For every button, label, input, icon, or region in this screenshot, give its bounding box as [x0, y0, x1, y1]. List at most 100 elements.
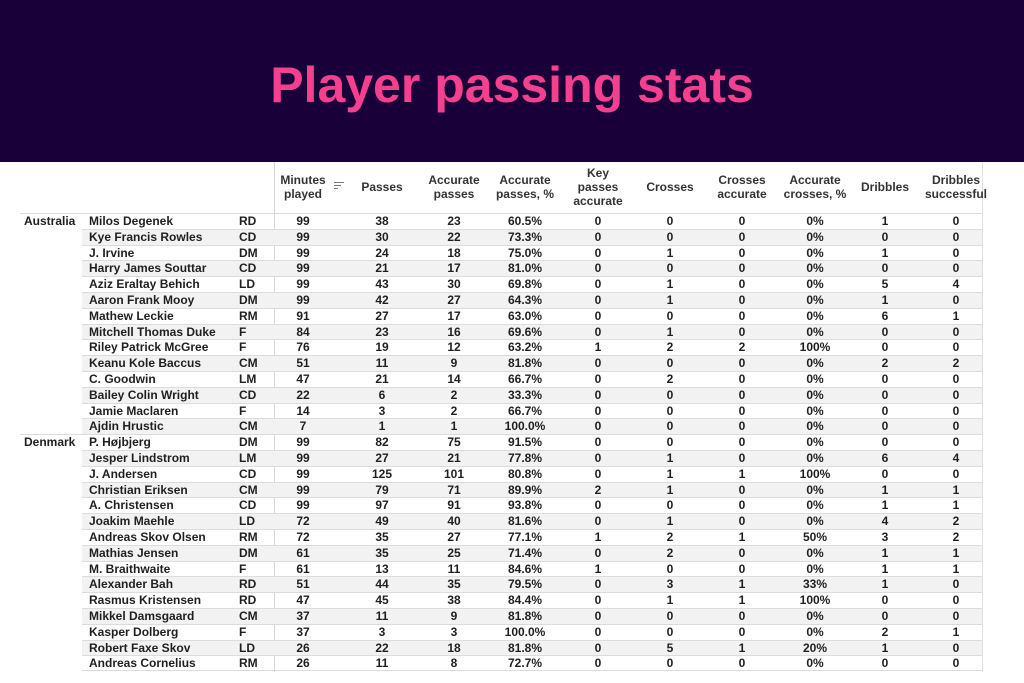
stat-cell: 1 — [666, 466, 674, 481]
table-row[interactable]: M. Braithwaite F 61 13 11 84.6% 1 0 0 0% 1 1 — [82, 560, 982, 577]
column-header-key-passes-accurate[interactable]: Key passes accurate — [573, 166, 623, 208]
stat-cell: 0 — [952, 466, 960, 481]
stat-cell: 11 — [447, 561, 461, 576]
stat-cell: 81.0% — [507, 261, 543, 276]
stat-cell: 99 — [296, 435, 310, 450]
stat-cell: 2 — [666, 340, 674, 355]
stat-cell: 0 — [738, 356, 746, 371]
stat-cell: 0 — [594, 308, 602, 323]
stat-cell: 21 — [375, 372, 389, 386]
table-row[interactable]: Aziz Eraltay Behich LD 99 43 30 69.8% 0 1 0 0% 5 4 — [82, 276, 982, 292]
stat-cell: 33% — [802, 577, 828, 592]
table-row[interactable]: Christian Eriksen CM 99 79 71 89.9% 2 1 0 0% 1 1 — [82, 481, 982, 498]
table-row[interactable]: Ajdin Hrustic CM 7 1 1 100.0% 0 0 0 0% 0 0 — [82, 418, 982, 435]
stat-cell: 4 — [881, 514, 889, 529]
table-row[interactable]: Mitchell Thomas Duke F 84 23 16 69.6% 0 1 0 0% 0 0 — [82, 323, 982, 340]
stat-cell: 0% — [806, 545, 824, 560]
stat-cell: 4 — [952, 277, 960, 292]
table-row[interactable]: Mathias Jensen DM 61 35 25 71.4% 0 2 0 0% 1 1 — [82, 544, 982, 561]
player-name: Jesper Lindstrom — [89, 451, 190, 465]
table-row[interactable]: Kasper Dolberg F 37 3 3 100.0% 0 0 0 0% 2 1 — [82, 623, 982, 640]
table-row[interactable]: Bailey Colin Wright CD 22 6 2 33.3% 0 0 0 0% 0 0 — [82, 386, 982, 403]
table-row[interactable]: Keanu Kole Baccus CM 51 11 9 81.8% 0 0 0 0% 2 2 — [82, 355, 982, 371]
stat-cell: 63.0% — [507, 308, 543, 323]
stat-cell: 11 — [375, 356, 389, 371]
stat-cell: 17 — [447, 308, 461, 323]
sort-descending-icon[interactable] — [334, 182, 344, 192]
table-row[interactable]: Jamie Maclaren F 14 3 2 66.7% 0 0 0 0% 0 0 — [82, 402, 982, 419]
stat-cell: 0 — [594, 214, 602, 228]
stat-cell: 3 — [666, 577, 674, 592]
stat-cell: 125 — [371, 466, 393, 481]
stat-cell: 82 — [375, 435, 389, 450]
stat-cell: 100% — [799, 593, 831, 608]
stat-cell: 0% — [806, 308, 824, 323]
stat-cell: 0 — [881, 609, 889, 623]
column-header-crosses-accurate[interactable]: Crosses accurate — [717, 173, 767, 201]
table-row[interactable]: Robert Faxe Skov LD 26 22 18 81.8% 0 5 1 20% 1 0 — [82, 639, 982, 656]
stat-cell: 84.4% — [507, 593, 543, 608]
stat-cell: 0 — [881, 656, 889, 671]
column-header-dribbles[interactable]: Dribbles — [860, 180, 909, 194]
table-row[interactable]: Harry James Souttar CD 99 21 17 81.0% 0 0 0 0% 0 0 — [82, 260, 982, 277]
stat-cell: 99 — [296, 245, 310, 260]
table-row[interactable]: Jesper Lindstrom LM 99 27 21 77.8% 0 1 0 0% 6 4 — [82, 450, 982, 466]
table-row[interactable]: A. Christensen CD 99 97 91 93.8% 0 0 0 0% 1 1 — [82, 497, 982, 513]
stat-cell: 18 — [447, 245, 461, 260]
column-header-crosses[interactable]: Crosses — [646, 180, 694, 194]
stat-cell: 44 — [375, 577, 389, 592]
stat-cell: 38 — [375, 214, 389, 228]
stat-cell: 80.8% — [507, 466, 543, 481]
column-header-minutes-played[interactable]: Minutes played — [280, 173, 326, 201]
table-row[interactable]: Andreas Skov Olsen RM 72 35 27 77.1% 1 2 1 50% 3 2 — [82, 529, 982, 545]
table-row[interactable]: Rasmus Kristensen RD 47 45 38 84.4% 0 1 1 100% 0 0 — [82, 592, 982, 608]
column-header-dribbles-successful[interactable]: Dribbles successful — [924, 173, 988, 201]
table-row[interactable]: C. Goodwin LM 47 21 14 66.7% 0 2 0 0% 0 0 — [82, 371, 982, 387]
stat-cell: 0% — [806, 624, 824, 639]
table-row[interactable]: Joakim Maehle LD 72 49 40 81.6% 0 1 0 0% 4 2 — [82, 513, 982, 529]
table-header: Minutes played Passes Accurate passes Accur… — [0, 162, 1024, 212]
stat-cell: 0 — [666, 387, 674, 402]
stat-cell: 72.7% — [507, 656, 543, 671]
stat-cell: 0 — [666, 214, 674, 228]
stat-cell: 0 — [738, 308, 746, 323]
table-row[interactable]: Mikkel Damsgaard CM 37 11 9 81.8% 0 0 0 0% 0 0 — [82, 608, 982, 624]
stat-cell: 1 — [666, 293, 674, 307]
stat-cell: 47 — [296, 593, 310, 608]
column-header-accurate-passes[interactable]: Accurate passes — [428, 173, 480, 201]
column-header-accurate-crosses[interactable]: Accurate crosses, % — [783, 173, 847, 201]
table-row[interactable]: J. Andersen CD 99 125 101 80.8% 0 1 1 100% 0 0 — [82, 465, 982, 482]
table-row[interactable]: Aaron Frank Mooy DM 99 42 27 64.3% 0 1 0 0% 1 0 — [82, 292, 982, 308]
stat-cell: 100% — [799, 466, 831, 481]
column-header-passes[interactable]: Passes — [361, 180, 403, 194]
stat-cell: 2 — [666, 372, 674, 386]
stat-cell: 0 — [952, 593, 960, 608]
table-row[interactable]: Kye Francis Rowles CD 99 30 22 73.3% 0 0 0 0% 0 0 — [82, 228, 982, 245]
player-position: RM — [239, 530, 258, 544]
stat-cell: 0 — [738, 293, 746, 307]
player-name: Harry James Souttar — [89, 261, 207, 276]
table-row[interactable]: Andreas Cornelius RM 26 11 8 72.7% 0 0 0 0% 0 0 — [82, 655, 982, 672]
player-position: F — [239, 624, 247, 639]
player-position: DM — [239, 245, 258, 260]
stat-cell: 91 — [296, 308, 310, 323]
table-row[interactable]: P. Højbjerg DM 99 82 75 91.5% 0 0 0 0% 0 0 — [82, 434, 982, 450]
table-row[interactable]: Mathew Leckie RM 91 27 17 63.0% 0 0 0 0% 6 1 — [82, 307, 982, 324]
table-row[interactable]: Riley Patrick McGree F 76 19 12 63.2% 1 2 2 100% 0… — [82, 339, 982, 355]
stat-cell: 0% — [806, 451, 824, 465]
stat-cell: 93.8% — [507, 498, 543, 513]
stat-cell: 1 — [738, 530, 746, 544]
stat-cell: 1 — [881, 640, 889, 655]
stat-cell: 1 — [738, 577, 746, 592]
player-name: Aziz Eraltay Behich — [89, 277, 200, 292]
stat-cell: 72 — [296, 530, 310, 544]
stat-cell: 0 — [738, 624, 746, 639]
table-row[interactable]: Milos Degenek RD 99 38 23 60.5% 0 0 0 0% 1 0 — [82, 213, 982, 229]
stat-cell: 99 — [296, 293, 310, 307]
column-header-accurate-passes[interactable]: Accurate passes, % — [495, 173, 555, 201]
stat-cell: 1 — [881, 561, 889, 576]
stat-cell: 51 — [296, 356, 310, 371]
stat-cell: 1 — [378, 419, 386, 434]
table-row[interactable]: J. Irvine DM 99 24 18 75.0% 0 1 0 0% 1 0 — [82, 244, 982, 261]
table-row[interactable]: Alexander Bah RD 51 44 35 79.5% 0 3 1 33% 1 0 — [82, 576, 982, 593]
